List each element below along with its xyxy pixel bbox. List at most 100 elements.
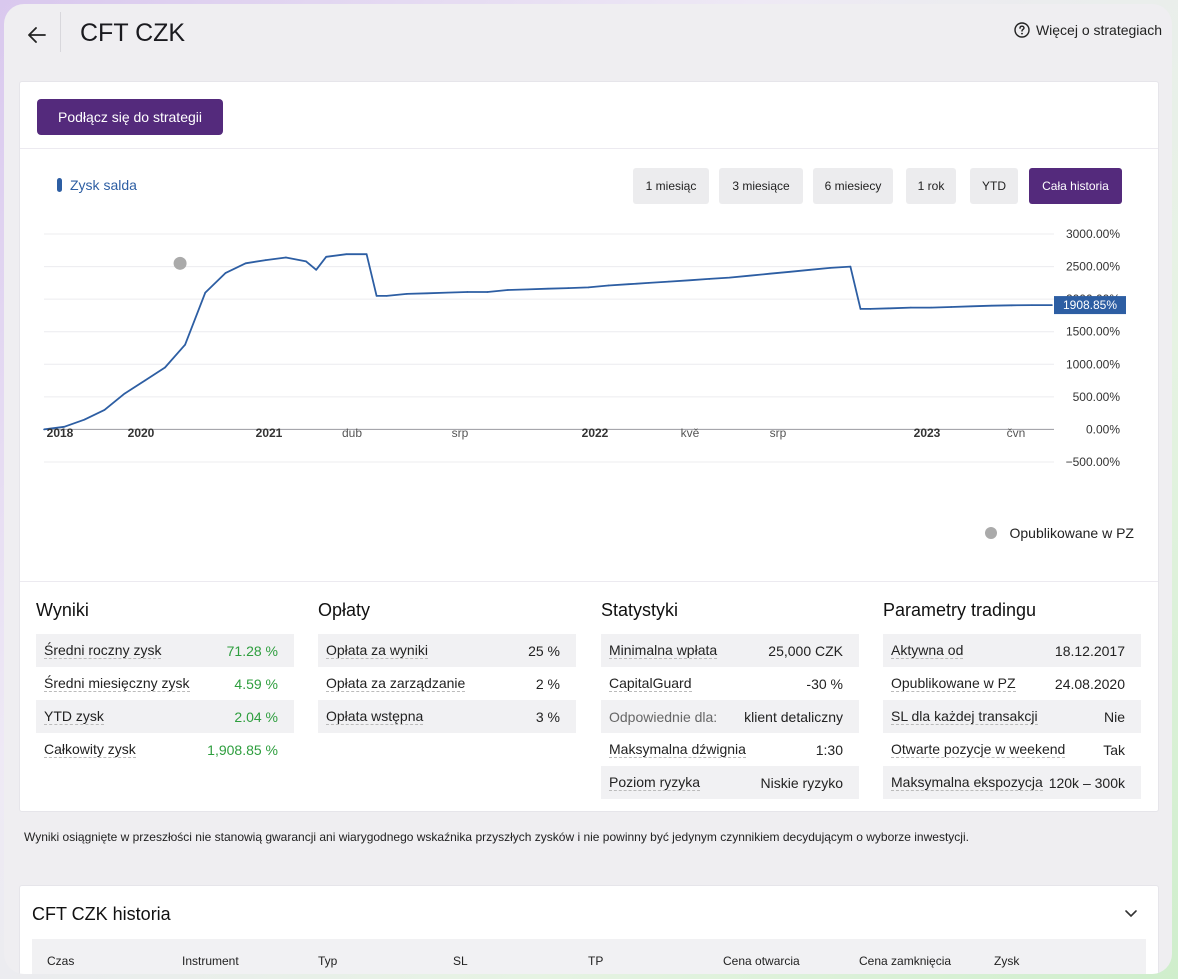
- data-point: [63, 426, 65, 428]
- data-point: [910, 306, 912, 309]
- stat-row: Aktywna od 18.12.2017: [883, 634, 1141, 667]
- data-point: [668, 280, 670, 283]
- stat-row: Średni roczny zysk 71.28 %: [36, 634, 294, 667]
- data-point: [849, 265, 852, 268]
- period-button[interactable]: 1 rok: [906, 168, 956, 204]
- help-circle-icon: [1014, 22, 1030, 38]
- data-point: [567, 287, 569, 289]
- profit-chart: 3000.00%2500.00%2000.00%1500.00%1000.00%…: [43, 227, 1126, 469]
- data-point: [406, 293, 408, 295]
- chevron-down-icon: [1125, 910, 1137, 918]
- data-point: [264, 259, 267, 261]
- history-toggle-button[interactable]: [1124, 906, 1138, 924]
- column-header[interactable]: SL: [453, 954, 468, 968]
- panel-title: Wyniki: [36, 600, 89, 620]
- column-header[interactable]: TP: [588, 954, 604, 968]
- stat-value: 120k – 300k: [1048, 774, 1125, 791]
- data-point: [103, 409, 106, 411]
- data-point: [930, 306, 932, 309]
- data-point: [305, 260, 307, 263]
- period-button[interactable]: 1 miesiąc: [633, 168, 709, 204]
- back-button[interactable]: [16, 14, 58, 56]
- disclaimer-text: Wyniki osiągnięte w przeszłości nie stan…: [24, 830, 969, 844]
- history-card: CFT CZK historia Czas Instrument Typ SL TP Ce…: [19, 885, 1159, 974]
- period-button[interactable]: YTD: [970, 168, 1018, 204]
- stat-row: Opublikowane w PZ 24.08.2020: [883, 667, 1141, 700]
- column-header[interactable]: Typ: [318, 954, 338, 968]
- data-point: [627, 283, 630, 285]
- x-tick-label: 2018: [47, 426, 74, 440]
- data-point: [1051, 304, 1053, 306]
- stat-row: Maksymalna ekspozycja 120k – 300k: [883, 766, 1141, 799]
- stat-value: klient detaliczny: [744, 708, 843, 725]
- data-point: [688, 279, 690, 282]
- period-button[interactable]: Cała historia: [1029, 168, 1122, 204]
- y-tick-label: 500.00%: [1073, 390, 1121, 404]
- column-header[interactable]: Czas: [47, 954, 75, 968]
- period-button[interactable]: 6 miesiecy: [813, 168, 893, 204]
- data-point: [587, 286, 590, 289]
- data-point: [809, 269, 811, 271]
- data-point: [869, 308, 872, 310]
- x-tick-label: 2023: [914, 426, 941, 440]
- x-tick-label: čvn: [1007, 426, 1026, 440]
- more-about-strategies-link[interactable]: Więcej o strategiach: [1014, 22, 1162, 38]
- data-point: [446, 291, 449, 294]
- data-point: [547, 287, 549, 290]
- stat-row: Odpowiednie dla: klient detaliczny: [601, 700, 859, 733]
- x-tick-label: srp: [770, 426, 787, 440]
- data-point: [789, 270, 791, 273]
- stat-row: Całkowity zysk 1,908.85 %: [36, 733, 294, 766]
- data-point: [889, 307, 892, 310]
- data-point: [285, 256, 287, 259]
- x-tick-label: srp: [452, 426, 469, 440]
- more-link-label: Więcej o strategiach: [1035, 22, 1162, 38]
- stat-value: -30 %: [806, 675, 843, 692]
- stat-value: 2.04 %: [234, 708, 278, 725]
- stat-row: Poziom ryzyka Niskie ryzyko: [601, 766, 859, 799]
- stat-label: Całkowity zysk: [44, 741, 136, 758]
- stat-label: Średni miesięczny zysk: [44, 675, 190, 692]
- data-point: [385, 295, 388, 297]
- y-tick-label: −500.00%: [1066, 455, 1121, 469]
- panel-title: Parametry tradingu: [883, 600, 1037, 620]
- data-point: [315, 269, 317, 271]
- legend-series-toggle[interactable]: Zysk salda: [57, 177, 137, 193]
- x-tick-label: 2022: [582, 426, 609, 440]
- column-header[interactable]: Instrument: [182, 954, 239, 968]
- stat-value: 1,908.85 %: [207, 741, 278, 758]
- panel-title: Opłaty: [318, 600, 371, 620]
- stats-panel: Parametry tradingu Aktywna od 18.12.2017 Op…: [883, 600, 1141, 799]
- stat-value: 1:30: [815, 741, 843, 758]
- stat-label: Aktywna od: [891, 642, 964, 659]
- stat-label: Otwarte pozycje w weekend: [891, 741, 1066, 758]
- data-point: [728, 276, 731, 279]
- data-point: [768, 272, 771, 275]
- stat-row: Opłata wstępna 3 %: [318, 700, 576, 733]
- column-header[interactable]: Zysk: [994, 954, 1020, 968]
- period-button[interactable]: 3 miesiące: [719, 168, 803, 204]
- data-point: [83, 418, 86, 421]
- connect-strategy-button[interactable]: Podłącz się do strategii: [37, 99, 223, 135]
- data-point: [164, 366, 166, 369]
- y-tick-label: 3000.00%: [1066, 227, 1120, 241]
- data-point: [1010, 304, 1013, 307]
- column-header[interactable]: Cena otwarcia: [723, 954, 800, 968]
- series-line: [43, 253, 1052, 431]
- panel-title: Statystyki: [601, 600, 679, 620]
- column-header[interactable]: Cena zamknięcia: [859, 954, 952, 968]
- y-tick-label: 1500.00%: [1066, 325, 1120, 339]
- stat-value: Tak: [1103, 741, 1125, 758]
- stat-label: SL dla każdej transakcji: [891, 708, 1038, 725]
- published-legend: Opublikowane w PZ: [985, 525, 1134, 541]
- published-marker: [173, 256, 187, 270]
- data-point: [43, 428, 45, 431]
- data-point: [970, 305, 973, 308]
- stat-label: Poziom ryzyka: [609, 774, 701, 791]
- data-point: [375, 295, 378, 297]
- stat-value: 25 %: [528, 642, 560, 659]
- stat-value: 4.59 %: [234, 675, 278, 692]
- last-value-badge: [1054, 296, 1126, 315]
- data-point: [224, 272, 227, 274]
- published-marker-dot: [985, 527, 998, 539]
